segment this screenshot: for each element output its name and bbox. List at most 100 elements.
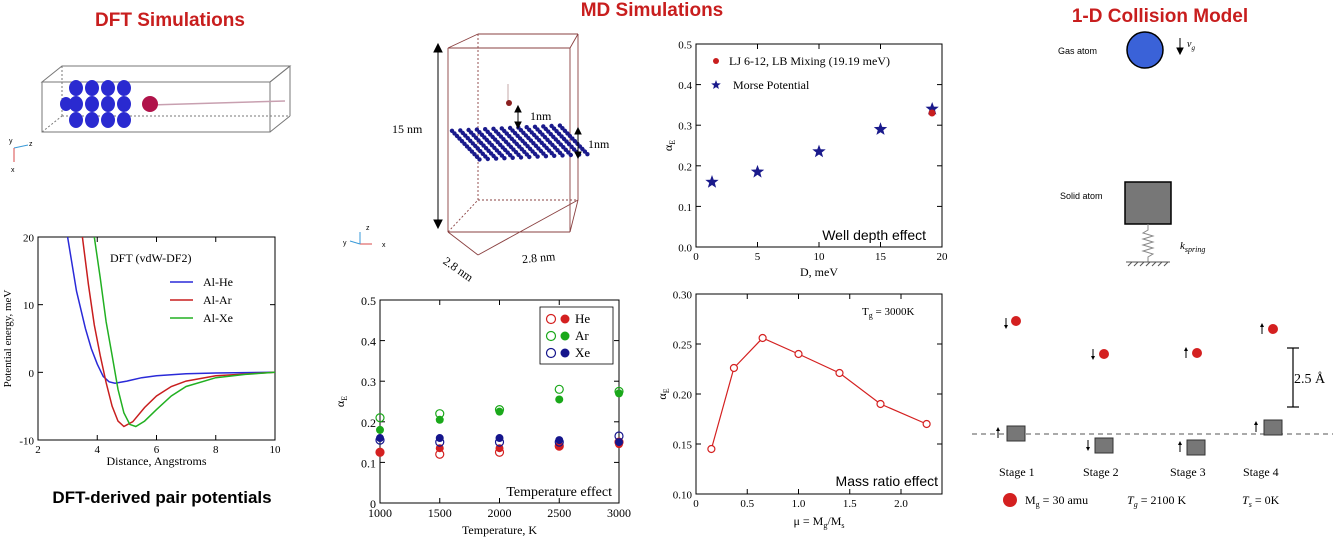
legend-label: He bbox=[575, 311, 590, 326]
legend-filled-marker bbox=[560, 348, 570, 358]
x-axis-label: μ = Mg/Ms bbox=[793, 514, 844, 530]
y-tick-label: 0.30 bbox=[673, 290, 693, 302]
filled-marker-xe bbox=[435, 434, 444, 443]
open-marker-ar bbox=[554, 384, 564, 394]
x-tick-label: 1000 bbox=[368, 506, 392, 520]
lattice-atom bbox=[543, 154, 549, 159]
x-tick-label: 2000 bbox=[488, 506, 512, 520]
x-axis-label: D, meV bbox=[800, 265, 838, 279]
y-tick-label: 0.0 bbox=[678, 243, 692, 255]
y-tick-label: 0.4 bbox=[678, 80, 692, 92]
y-tick-label: 0.2 bbox=[361, 416, 376, 430]
morse-data-point bbox=[925, 102, 939, 115]
x-tick-label: 20 bbox=[937, 251, 949, 263]
lattice-atom bbox=[527, 154, 532, 160]
legend-marker bbox=[713, 58, 719, 64]
mass-ratio-point bbox=[876, 399, 885, 409]
velocity-label: vg bbox=[1187, 39, 1195, 52]
filled-marker-ar bbox=[435, 415, 444, 424]
ground-icon bbox=[1126, 261, 1170, 267]
x-tick-label: 0 bbox=[693, 251, 699, 263]
filled-marker-xe bbox=[495, 434, 504, 443]
x-tick-label: 10 bbox=[270, 444, 282, 456]
y-axis-label: Potential energy, meV bbox=[2, 290, 14, 388]
gas-atom-label: Gas atom bbox=[1058, 46, 1097, 56]
aluminum-atom bbox=[69, 96, 83, 112]
lj-data-point bbox=[928, 109, 936, 117]
y-tick-label: 0.15 bbox=[673, 440, 693, 452]
mass-ratio-point bbox=[794, 349, 803, 359]
aluminum-atom bbox=[117, 96, 131, 112]
legend-open-marker bbox=[545, 313, 557, 325]
md-layer-label: 1nm bbox=[588, 137, 610, 151]
lattice-atom bbox=[535, 154, 540, 159]
md-box-illustration: 15 nm 1nm 1nm 2.8 nm 2.8 nm y z x bbox=[343, 33, 610, 285]
velocity-arrow bbox=[1176, 38, 1184, 56]
aluminum-atom bbox=[117, 112, 131, 128]
x-tick-label: 0.5 bbox=[740, 498, 754, 510]
mass-ratio-point bbox=[707, 444, 716, 454]
mass-ratio-point bbox=[758, 333, 767, 343]
y-tick-label: 0 bbox=[29, 368, 35, 380]
x-tick-label: 6 bbox=[154, 444, 160, 456]
dft-cell-illustration: y z x bbox=[9, 65, 292, 174]
aluminum-atom bbox=[60, 97, 72, 111]
aluminum-atom bbox=[101, 96, 115, 112]
filled-marker-xe bbox=[615, 438, 623, 447]
md-section-title: MD Simulations bbox=[581, 0, 724, 21]
x-axis-label: Distance, Angstroms bbox=[107, 454, 207, 468]
aluminum-atom bbox=[101, 80, 115, 96]
svg-text:z: z bbox=[366, 225, 370, 232]
x-tick-label: 15 bbox=[875, 251, 887, 263]
collision-section-title: 1-D Collision Model bbox=[1072, 6, 1248, 27]
y-tick-label: -10 bbox=[19, 436, 34, 448]
morse-data-point bbox=[812, 144, 826, 158]
y-tick-label: 0.1 bbox=[678, 202, 692, 214]
x-tick-label: 5 bbox=[755, 251, 761, 263]
md-width-label-2: 2.8 nm bbox=[521, 249, 556, 266]
dft-series-group bbox=[66, 237, 275, 428]
y-tick-label: 0.20 bbox=[673, 390, 693, 402]
temperature-chart: 1000 1500 2000 2500 3000 0 0.1 0.2 0.3 0.4 0.5 He Ar… bbox=[333, 294, 631, 537]
aluminum-atom bbox=[85, 112, 99, 128]
lattice-atom bbox=[502, 156, 507, 161]
well-depth-chart: 0 5 10 15 20 0.0 0.1 0.2 0.3 0.4 0.5 LJ 6-12, LB Mi… bbox=[661, 40, 948, 280]
legend-label: LJ 6-12, LB Mixing (19.19 meV) bbox=[729, 54, 890, 68]
x-tick-label: 1.0 bbox=[792, 498, 806, 510]
svg-text:y: y bbox=[9, 138, 13, 145]
distance-label: 2.5 Å bbox=[1294, 371, 1326, 387]
y-axis-label: αE bbox=[333, 396, 349, 407]
md-width-label-1: 2.8 nm bbox=[440, 254, 476, 285]
svg-text:z: z bbox=[29, 141, 33, 148]
dft-potential-chart: 2 4 6 8 10 -10 0 10 20 DFT (vdW-DF2) Al-He Al-Ar Al-… bbox=[2, 233, 281, 469]
mass-legend-dot bbox=[1003, 493, 1017, 507]
legend-open-marker bbox=[545, 347, 557, 359]
legend-marker bbox=[711, 80, 721, 89]
stage-1-label: Stage 1 bbox=[999, 465, 1035, 479]
dft-section-title: DFT Simulations bbox=[95, 10, 245, 31]
filled-marker-he bbox=[376, 448, 384, 457]
legend-label: Al-Xe bbox=[203, 311, 233, 325]
aluminum-atom bbox=[69, 80, 83, 96]
stage-4-label: Stage 4 bbox=[1243, 465, 1279, 479]
morse-data-point bbox=[705, 175, 719, 188]
md-gap-label: 1nm bbox=[530, 109, 552, 123]
y-tick-label: 0.5 bbox=[361, 294, 376, 308]
chart-annotation: Mass ratio effect bbox=[836, 473, 939, 489]
open-marker-ar bbox=[375, 413, 385, 423]
lattice-atom bbox=[485, 156, 490, 162]
aluminum-atom bbox=[101, 112, 115, 128]
lattice-atom bbox=[477, 157, 482, 162]
aluminum-atom bbox=[69, 112, 83, 128]
stage-2-diagram bbox=[1086, 349, 1114, 454]
adsorbate-atom bbox=[142, 96, 158, 112]
x-tick-label: 10 bbox=[814, 251, 826, 263]
y-tick-label: 10 bbox=[23, 300, 35, 312]
aluminum-atom bbox=[85, 80, 99, 96]
series-line-al-xe bbox=[93, 237, 275, 428]
mass-ratio-point bbox=[835, 368, 844, 378]
lattice-atom bbox=[552, 153, 557, 158]
x-tick-label: 0 bbox=[693, 498, 699, 510]
aluminum-atoms-group bbox=[60, 80, 131, 128]
filled-marker-ar bbox=[555, 395, 564, 404]
